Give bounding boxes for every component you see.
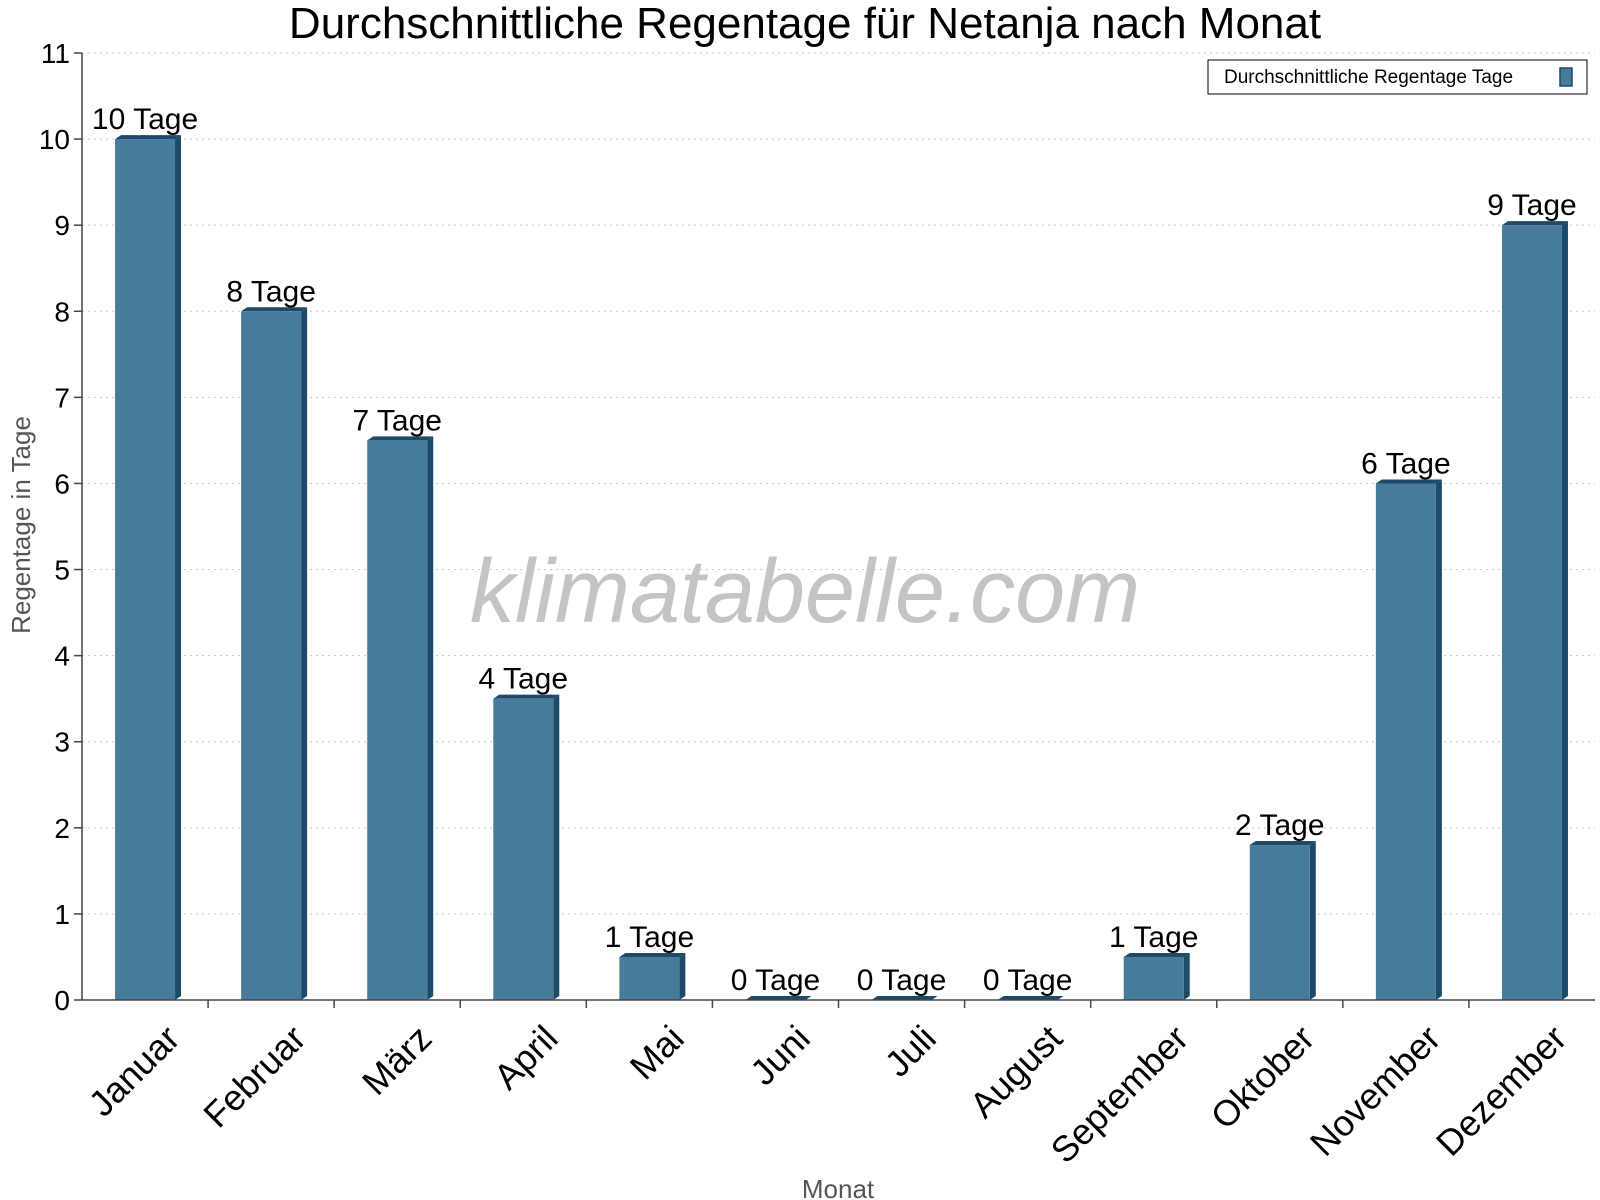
data-label: 0 Tage (983, 964, 1073, 997)
bar-side (1309, 841, 1316, 1000)
grid (82, 52, 1595, 915)
bar (1123, 956, 1184, 1000)
y-tick-label: 1 (54, 899, 70, 930)
data-labels: 10 Tage 8 Tage 7 Tage 4 Tage 1 Tage 0 Tage 0 T… (92, 103, 1577, 997)
bar (1375, 483, 1436, 1000)
bar-side (1561, 221, 1568, 1000)
bar-side (301, 307, 308, 1001)
bar-top (745, 996, 812, 1000)
bar-top (1375, 479, 1442, 484)
bar (1249, 845, 1310, 1000)
legend-label: Durchschnittliche Regentage Tage (1224, 67, 1513, 88)
data-label: 9 Tage (1487, 189, 1577, 222)
axes (74, 52, 1595, 1008)
bar (367, 440, 428, 1001)
bar-top (871, 996, 938, 1000)
bar (619, 956, 680, 1000)
bar-top (1501, 221, 1568, 226)
y-tick-label: 6 (54, 468, 70, 499)
y-tick-label: 8 (54, 296, 70, 327)
bar-top (115, 135, 182, 140)
x-tick-label: Februar (195, 1017, 313, 1135)
bar-side (679, 952, 686, 1000)
x-tick-label: Mai (622, 1017, 692, 1087)
bar-top (997, 996, 1064, 1000)
x-tick-label: Dezember (1428, 1017, 1574, 1163)
bar-top (241, 307, 308, 312)
bar (241, 311, 302, 1001)
bar-top (367, 436, 434, 441)
x-tick-label: Juli (877, 1017, 944, 1084)
data-label: 1 Tage (1109, 921, 1199, 954)
bar-side (1183, 952, 1190, 1000)
y-tick-label: 3 (54, 727, 70, 758)
legend-swatch (1559, 67, 1573, 87)
data-label: 6 Tage (1361, 447, 1451, 480)
data-label: 0 Tage (857, 964, 947, 997)
x-tick-label: Januar (81, 1017, 188, 1124)
watermark: klimatabelle.com (470, 542, 1140, 642)
bar-top (1249, 841, 1316, 846)
x-tick-label: September (1043, 1017, 1197, 1171)
data-label: 4 Tage (479, 663, 569, 696)
bar-top (1123, 952, 1190, 957)
data-label: 2 Tage (1235, 809, 1325, 842)
y-tick-label: 9 (54, 210, 70, 241)
bars (115, 135, 1568, 1001)
x-tick-label: November (1302, 1017, 1448, 1163)
x-tick-labels: Januar Februar März April Mai Juni Juli AugustS… (81, 1017, 1575, 1171)
legend: Durchschnittliche Regentage Tage (1207, 59, 1588, 95)
data-label: 10 Tage (92, 103, 198, 136)
y-tick-label: 0 (54, 985, 70, 1016)
y-tick-label: 10 (39, 124, 70, 155)
bar-side (175, 135, 182, 1000)
y-tick-labels: 0 1 2 3 4 5 6 7 8 9 10 11 (39, 38, 70, 1016)
y-tick-label: 7 (54, 382, 70, 413)
data-label: 0 Tage (731, 964, 821, 997)
bar-top (493, 694, 560, 699)
bar (493, 698, 554, 1000)
y-tick-label: 4 (54, 641, 70, 672)
legend-box (1207, 59, 1588, 95)
bar-side (553, 694, 560, 1000)
bar-side (1435, 479, 1442, 1000)
data-label: 8 Tage (226, 275, 316, 308)
chart-title: Durchschnittliche Regentage für Netanja … (289, 0, 1321, 48)
bar (115, 139, 176, 1000)
bar-top (619, 952, 686, 957)
x-tick-label: März (354, 1017, 440, 1103)
x-tick-label: Oktober (1203, 1017, 1323, 1137)
data-label: 1 Tage (605, 921, 695, 954)
x-tick-label: August (962, 1017, 1070, 1125)
y-tick-label: 11 (41, 38, 70, 69)
y-tick-label: 5 (54, 555, 70, 586)
x-tick-label: Juni (742, 1017, 818, 1093)
y-axis-label: Regentage in Tage (6, 416, 36, 634)
x-axis-label: Monat (802, 1174, 875, 1200)
data-label: 7 Tage (352, 404, 442, 437)
bar (1501, 225, 1562, 1000)
y-tick-label: 2 (54, 813, 70, 844)
bar-side (427, 436, 434, 1001)
x-tick-label: April (486, 1017, 566, 1097)
